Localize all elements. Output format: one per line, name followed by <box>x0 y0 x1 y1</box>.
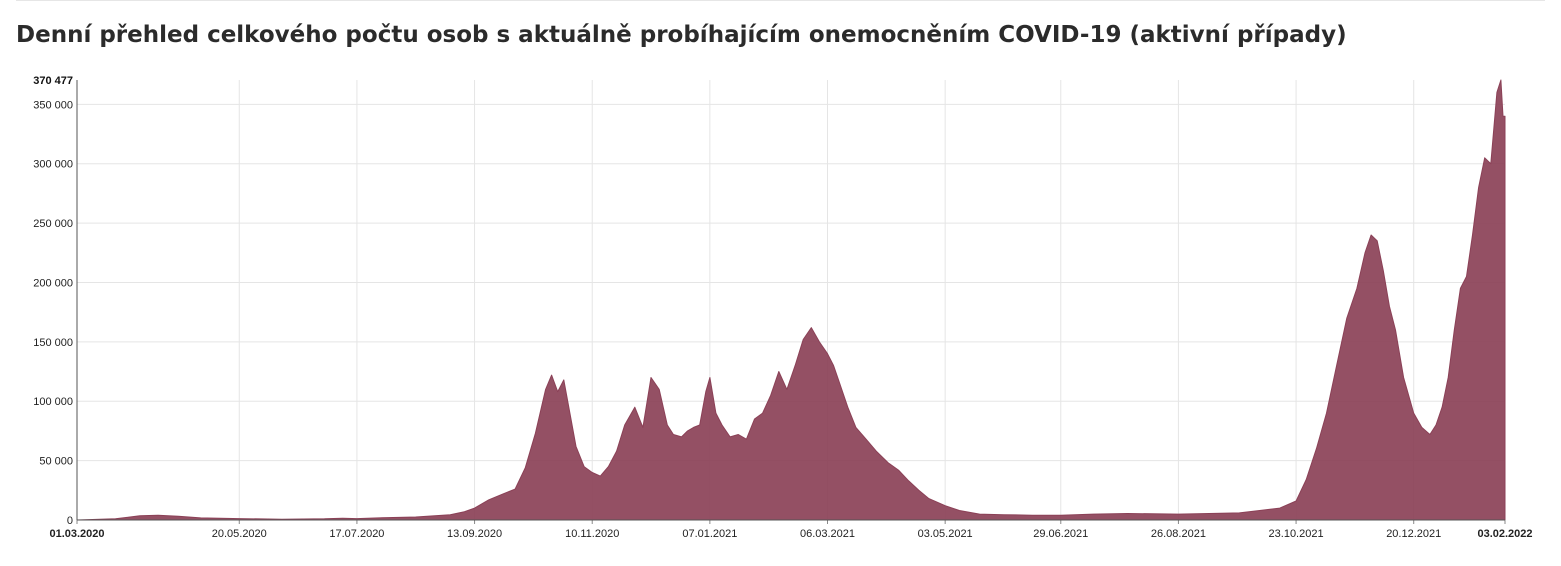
x-tick-label: 20.05.2020 <box>212 528 267 540</box>
y-max-label: 370 477 <box>33 75 73 87</box>
x-axis: 01.03.2020 20.05.2020 17.07.2020 13.09.2020… <box>49 519 1533 540</box>
x-tick-label: 26.08.2021 <box>1151 528 1206 540</box>
y-tick-label: 100 000 <box>33 396 73 408</box>
x-tick-label: 23.10.2021 <box>1269 528 1324 540</box>
x-tick-label: 10.11.2020 <box>565 528 619 540</box>
x-tick-label: 13.09.2020 <box>447 528 502 540</box>
x-tick-label: 20.12.2021 <box>1386 528 1441 540</box>
y-tick-label: 300 000 <box>33 159 73 171</box>
x-tick-label: 03.05.2021 <box>918 528 973 540</box>
active-cases-chart: 0 50 000 100 000 150 000 200 000 250 000 300 0… <box>33 75 1533 540</box>
x-tick-label: 29.06.2021 <box>1033 528 1088 540</box>
top-divider <box>16 0 1545 1</box>
plot-area <box>76 79 1506 521</box>
x-tick-label: 06.03.2021 <box>800 528 855 540</box>
page-title: Denní přehled celkového počtu osob s akt… <box>16 22 1347 48</box>
y-tick-label: 350 000 <box>33 99 73 111</box>
x-tick-label: 01.03.2020 <box>49 528 104 540</box>
grid-lines <box>77 80 1505 520</box>
y-tick-label: 150 000 <box>33 337 73 349</box>
y-tick-label: 0 <box>67 515 73 527</box>
y-tick-label: 250 000 <box>33 218 73 230</box>
y-axis: 0 50 000 100 000 150 000 200 000 250 000 300 0… <box>33 75 78 527</box>
y-tick-label: 50 000 <box>39 456 73 468</box>
x-tick-label: 03.02.2022 <box>1477 528 1532 540</box>
y-tick-label: 200 000 <box>33 277 73 289</box>
active-cases-area <box>76 79 1506 521</box>
x-tick-label: 07.01.2021 <box>682 528 737 540</box>
x-tick-label: 17.07.2020 <box>329 528 384 540</box>
